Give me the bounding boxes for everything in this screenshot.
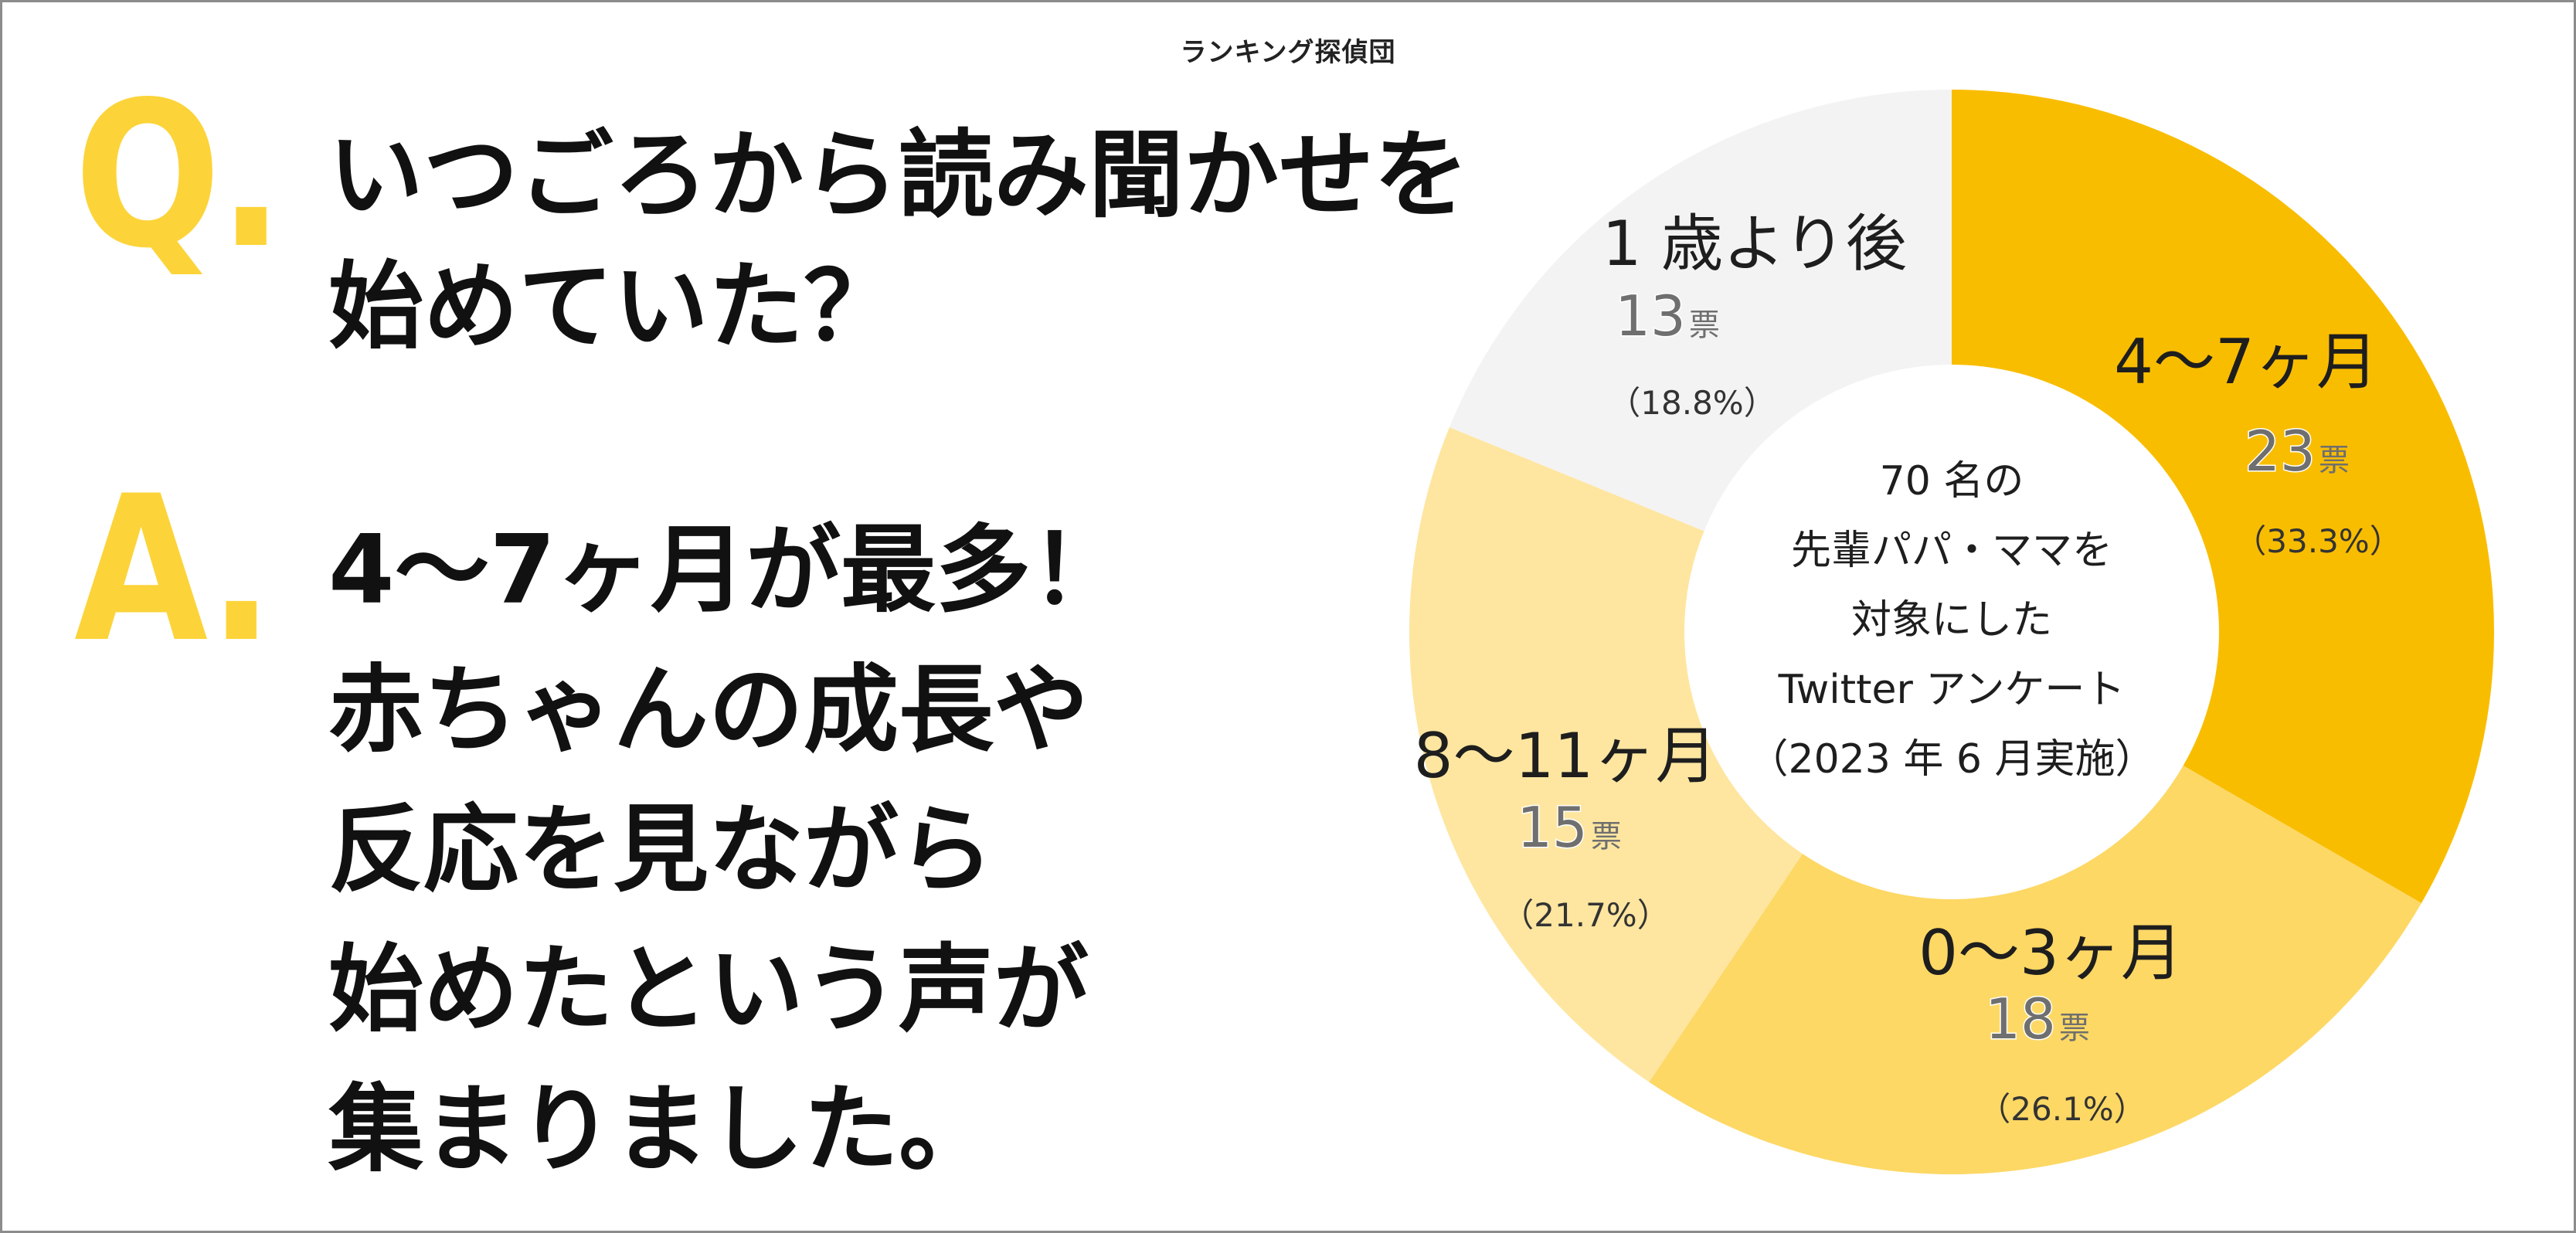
question-line: 始めていた？	[328, 252, 899, 362]
slice-votes: 23 票	[2245, 419, 2350, 484]
slice-percent: （18.8%）	[1608, 384, 1776, 422]
answer-line: 集まりました。	[328, 1075, 994, 1185]
answer-line: 4〜7ヶ月が最多！	[328, 515, 1127, 626]
slice-percent: （33.3%）	[2234, 522, 2401, 560]
answer-text: 4〜7ヶ月が最多！ 赤ちゃんの成長や 反応を見ながら 始めたという声が 集まりま…	[328, 501, 1126, 1200]
slice-4-7-months	[1952, 90, 2494, 903]
vote-unit: 票	[1689, 307, 1720, 343]
slice-label: 0〜3ヶ月	[1918, 917, 2183, 989]
vote-unit: 票	[2319, 443, 2350, 478]
slice-0-3-months	[1649, 766, 2421, 1175]
center-caption-line: 70 名の	[1880, 458, 2024, 504]
answer-line: 反応を見ながら	[328, 795, 994, 905]
answer-marker: A.	[74, 453, 274, 687]
question-line: いつごろから読み聞かせを	[328, 121, 1469, 231]
center-caption: 70 名の 先輩パパ・ママを 対象にした Twitter アンケート （2023…	[1748, 458, 2155, 783]
vote-count: 15	[1517, 795, 1588, 860]
vote-count: 13	[1615, 284, 1686, 348]
brand-logo: ランキング探偵団	[1180, 37, 1396, 68]
slice-votes: 18 票	[1985, 987, 2090, 1051]
slice-after-1-year	[1449, 90, 1952, 532]
vote-count: 23	[2245, 419, 2316, 484]
vote-unit: 票	[1591, 819, 1622, 854]
donut-slices	[1409, 90, 2494, 1175]
center-caption-line: 対象にした	[1851, 597, 2052, 644]
question-text: いつごろから読み聞かせを 始めていた？	[328, 110, 1469, 373]
slice-percent: （21.7%）	[1501, 896, 1669, 934]
vote-unit: 票	[2059, 1011, 2090, 1046]
slice-label: 8〜11ヶ月	[1414, 720, 1718, 792]
center-caption-line: Twitter アンケート	[1778, 667, 2126, 713]
slice-votes: 13 票	[1615, 284, 1720, 348]
slice-label: 1 歳より後	[1602, 208, 1908, 280]
answer-line: 赤ちゃんの成長や	[328, 655, 1089, 766]
center-caption-line: 先輩パパ・ママを	[1791, 528, 2112, 574]
answer-line: 始めたという声が	[328, 935, 1089, 1045]
question-marker: Q.	[74, 59, 284, 293]
slice-8-11-months	[1409, 427, 1803, 1082]
slice-percent: （26.1%）	[1978, 1090, 2146, 1128]
slice-votes: 15 票	[1517, 795, 1622, 860]
slice-label: 4〜7ヶ月	[2114, 326, 2378, 398]
vote-count: 18	[1985, 987, 2056, 1051]
center-caption-line: （2023 年 6 月実施）	[1748, 736, 2155, 783]
